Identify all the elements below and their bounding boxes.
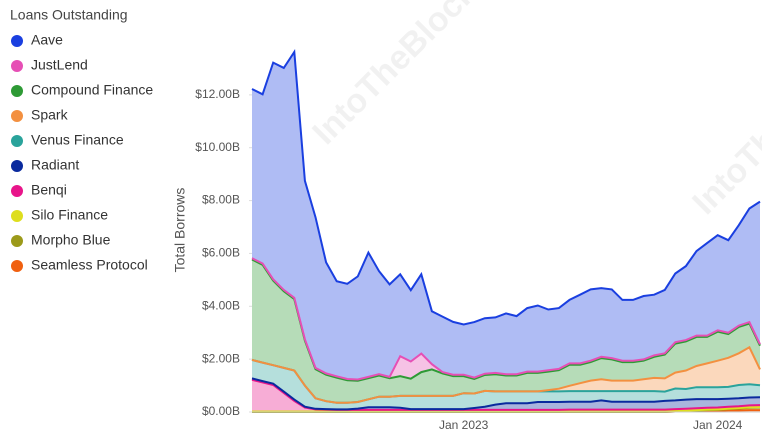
legend-swatch <box>11 110 23 122</box>
legend-swatch <box>11 210 23 222</box>
legend-swatch <box>11 160 23 172</box>
legend-swatch <box>11 85 23 97</box>
area-line <box>251 377 761 411</box>
area-fill <box>252 259 760 403</box>
legend-label: Seamless Protocol <box>31 257 148 273</box>
legend-label: Spark <box>31 107 69 123</box>
legend-swatch <box>11 185 23 197</box>
legend-swatch <box>11 260 23 272</box>
area-line <box>251 345 761 404</box>
legend-swatch <box>11 235 23 247</box>
legend-swatch <box>11 135 23 147</box>
legend-swatch <box>11 60 23 72</box>
y-tick-label: $2.00B <box>202 351 240 365</box>
legend-swatch <box>11 35 23 47</box>
y-tick-label: $10.00B <box>195 140 240 154</box>
watermark: IntoTheBlock <box>685 43 762 222</box>
legend-label: Radiant <box>31 157 79 173</box>
legend-label: Morpho Blue <box>31 232 111 248</box>
legend-title: Loans Outstanding <box>10 7 128 23</box>
y-axis-title: Total Borrows <box>172 188 188 273</box>
x-tick-label: Jan 2023 <box>439 418 489 432</box>
legend-label: Benqi <box>31 182 67 198</box>
area-fill <box>252 347 760 403</box>
legend-label: Compound Finance <box>31 82 153 98</box>
y-tick-label: $8.00B <box>202 193 240 207</box>
y-tick-label: $4.00B <box>202 298 240 312</box>
legend-label: Aave <box>31 32 63 48</box>
x-tick-label: Jan 2024 <box>693 418 743 432</box>
y-tick-label: $0.00B <box>202 404 240 418</box>
area-line <box>251 49 761 326</box>
legend-label: JustLend <box>31 57 88 73</box>
watermark: IntoTheBlock <box>305 0 484 152</box>
legend-label: Silo Finance <box>31 207 108 223</box>
legend-label: Venus Finance <box>31 132 124 148</box>
y-tick-label: $6.00B <box>202 246 240 260</box>
y-tick-label: $12.00B <box>195 87 240 101</box>
area-fill <box>252 52 760 380</box>
area-line <box>251 257 761 381</box>
